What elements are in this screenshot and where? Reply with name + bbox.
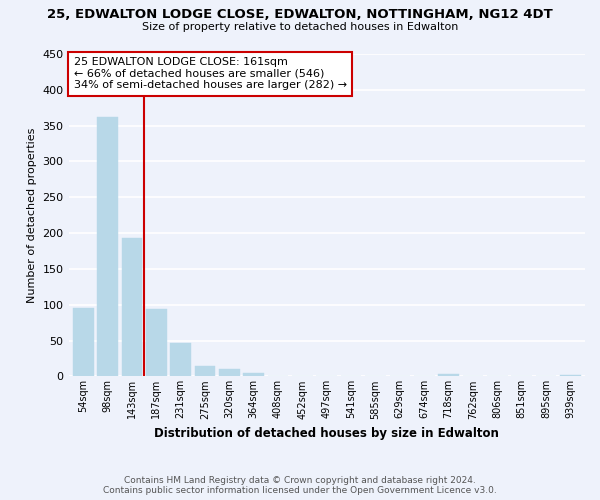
Bar [73, 308, 94, 376]
Text: 25 EDWALTON LODGE CLOSE: 161sqm
← 66% of detached houses are smaller (546)
34% o: 25 EDWALTON LODGE CLOSE: 161sqm ← 66% of… [74, 57, 347, 90]
Bar [560, 375, 581, 376]
Bar [194, 366, 215, 376]
Bar [146, 309, 167, 376]
Bar [170, 344, 191, 376]
Bar [244, 373, 264, 376]
X-axis label: Distribution of detached houses by size in Edwalton: Distribution of detached houses by size … [154, 427, 499, 440]
Bar [122, 238, 142, 376]
Bar [219, 369, 239, 376]
Bar [438, 374, 459, 376]
Bar [97, 117, 118, 376]
Text: Contains HM Land Registry data © Crown copyright and database right 2024.
Contai: Contains HM Land Registry data © Crown c… [103, 476, 497, 495]
Y-axis label: Number of detached properties: Number of detached properties [27, 128, 37, 303]
Text: 25, EDWALTON LODGE CLOSE, EDWALTON, NOTTINGHAM, NG12 4DT: 25, EDWALTON LODGE CLOSE, EDWALTON, NOTT… [47, 8, 553, 20]
Text: Size of property relative to detached houses in Edwalton: Size of property relative to detached ho… [142, 22, 458, 32]
